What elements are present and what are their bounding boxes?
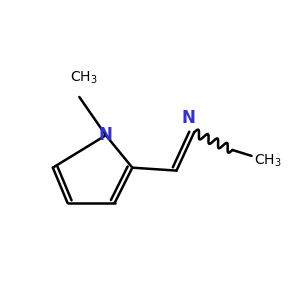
Text: N: N [99, 126, 113, 144]
Text: CH$_3$: CH$_3$ [70, 70, 98, 86]
Text: CH$_3$: CH$_3$ [254, 152, 282, 169]
Text: N: N [181, 109, 195, 127]
